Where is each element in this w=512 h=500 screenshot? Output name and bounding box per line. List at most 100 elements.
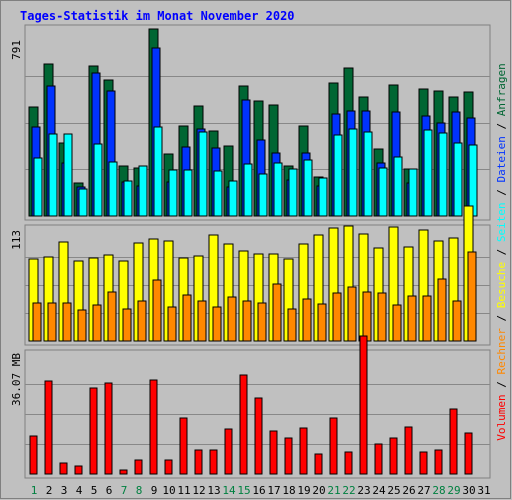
bar <box>363 131 373 217</box>
y-axis-max-label: 113 <box>10 230 23 250</box>
bar <box>33 157 43 217</box>
x-tick-label: 21 <box>327 484 340 497</box>
x-axis-labels: 1 2 3 4 5 6 7 8 9 10 11 12 13 14 15 16 17 18 19 20 21 22 23 24 2… <box>31 484 491 497</box>
x-tick-label: 14 <box>222 484 236 497</box>
bar <box>422 295 432 342</box>
bar <box>258 173 268 217</box>
bar <box>453 142 463 217</box>
bar <box>122 308 132 342</box>
x-tick-label: 28 <box>432 484 445 497</box>
x-tick-label: 13 <box>207 484 220 497</box>
bar <box>333 134 343 217</box>
bar <box>212 306 222 342</box>
bar <box>467 251 477 342</box>
bar <box>44 380 53 475</box>
x-tick-label: 30 <box>462 484 475 497</box>
bar <box>242 300 252 342</box>
bar <box>434 449 443 475</box>
x-tick-label: 7 <box>121 484 128 497</box>
bar <box>407 295 417 342</box>
x-tick-label: 19 <box>297 484 310 497</box>
bar <box>288 168 298 217</box>
bar <box>104 382 113 475</box>
series-seiten <box>33 126 478 217</box>
bar <box>119 469 128 475</box>
x-tick-label: 2 <box>46 484 53 497</box>
x-tick-label: 15 <box>237 484 250 497</box>
x-tick-label: 27 <box>417 484 430 497</box>
x-tick-label: 24 <box>372 484 386 497</box>
bar <box>314 453 323 475</box>
bar <box>348 128 358 217</box>
bar <box>63 133 73 217</box>
legend-entry: Volumen <box>495 394 508 440</box>
bar <box>228 180 238 217</box>
bar <box>62 302 72 342</box>
bar <box>134 459 143 475</box>
bar <box>287 308 297 342</box>
bar <box>464 432 473 475</box>
bar <box>152 279 162 342</box>
x-tick-label: 8 <box>136 484 143 497</box>
bar <box>59 462 68 475</box>
x-tick-label: 9 <box>151 484 158 497</box>
legend-separator: / <box>495 242 508 262</box>
bar <box>153 126 163 217</box>
bar <box>224 428 233 475</box>
bar <box>194 449 203 475</box>
x-tick-label: 5 <box>91 484 98 497</box>
panel-volume: 36.07 MB <box>10 335 491 479</box>
bar <box>198 131 208 217</box>
bar <box>93 143 103 217</box>
x-tick-label: 17 <box>267 484 280 497</box>
bar <box>29 435 38 475</box>
bar <box>392 304 402 342</box>
bar <box>78 188 88 217</box>
x-tick-label: 4 <box>76 484 83 497</box>
x-tick-label: 22 <box>342 484 355 497</box>
bar <box>108 161 118 217</box>
x-tick-label: 1 <box>31 484 38 497</box>
bar <box>239 374 248 475</box>
bar <box>92 304 102 342</box>
bar <box>438 132 448 217</box>
bar <box>317 303 327 342</box>
bar <box>419 451 428 475</box>
bar <box>359 335 368 475</box>
bar <box>344 451 353 475</box>
bar <box>284 437 293 475</box>
bar <box>329 417 338 475</box>
bar <box>74 465 83 475</box>
bar <box>182 294 192 342</box>
y-axis-max-label: 791 <box>10 40 23 60</box>
x-tick-label: 29 <box>447 484 460 497</box>
bar <box>209 449 218 475</box>
legend-entry: Besuche <box>495 262 508 308</box>
x-tick-label: 20 <box>312 484 325 497</box>
bar <box>47 302 57 342</box>
legend-separator: / <box>495 116 508 136</box>
bar <box>347 286 357 342</box>
bar <box>164 459 173 475</box>
bar <box>197 300 207 342</box>
series-volumen <box>29 335 473 475</box>
legend-separator: / <box>495 308 508 328</box>
legend: Volumen / Rechner / Besuche / Seiten / D… <box>495 63 508 441</box>
bar <box>254 397 263 475</box>
bar <box>362 291 372 342</box>
bar <box>227 296 237 342</box>
x-tick-label: 23 <box>357 484 370 497</box>
bar <box>77 309 87 342</box>
bar <box>168 169 178 217</box>
bar <box>452 300 462 342</box>
bar <box>183 169 193 217</box>
bar <box>423 129 433 217</box>
bar <box>48 133 58 217</box>
x-tick-label: 16 <box>252 484 265 497</box>
bar <box>303 159 313 217</box>
bar <box>393 156 403 217</box>
x-tick-label: 26 <box>402 484 415 497</box>
